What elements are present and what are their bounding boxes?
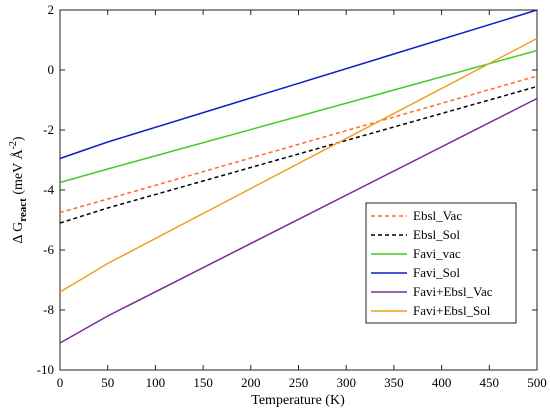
series-line-6 — [59, 37, 538, 293]
y-tick-label: 0 — [48, 62, 55, 77]
legend-label: Ebsl_Vac — [413, 208, 462, 223]
y-tick-label: -4 — [43, 182, 54, 197]
y-tick-label: 2 — [48, 2, 55, 17]
x-tick-label: 250 — [289, 375, 309, 390]
x-tick-label: 150 — [193, 375, 213, 390]
series-layer — [59, 9, 538, 344]
y-axis-title: Δ Greact (meV Å-2) — [8, 136, 29, 244]
y-axis-title-prefix: Δ G — [11, 222, 26, 244]
y-axis-title-unit: (meV Å — [10, 149, 26, 199]
series-line-3 — [59, 49, 538, 184]
series-line-4 — [59, 9, 538, 160]
x-tick-label: 450 — [480, 375, 500, 390]
x-tick-label: 500 — [527, 375, 547, 390]
y-axis-title-subscript: react — [17, 198, 29, 222]
legend-label: Favi_Sol — [413, 265, 460, 280]
legend-label: Ebsl_Sol — [413, 227, 460, 242]
y-tick-label: -6 — [43, 242, 54, 257]
y-tick-label: -8 — [43, 302, 54, 317]
legend-label: Favi+Ebsl_Vac — [413, 284, 493, 299]
legend-label: Favi+Ebsl_Sol — [413, 303, 491, 318]
legend: Ebsl_Vac Ebsl_Sol Favi_vac Favi_Sol Favi+Ebs… — [365, 202, 517, 324]
series-line-1 — [59, 75, 538, 214]
plot-area — [59, 9, 538, 371]
y-tick-labels: -10 -8 -6 -4 -2 0 2 — [37, 2, 55, 377]
series-line-5 — [59, 97, 538, 344]
x-tick-labels: 0 50 100 150 200 250 300 350 400 450 500 — [57, 375, 547, 390]
y-axis-title-superscript: -2 — [8, 141, 19, 149]
legend-box — [365, 202, 517, 324]
x-tick-label: 0 — [57, 375, 64, 390]
x-tick-label: 100 — [146, 375, 166, 390]
y-tick-label: -2 — [43, 122, 54, 137]
x-tick-label: 400 — [432, 375, 452, 390]
tick-marks — [59, 9, 538, 371]
x-tick-label: 350 — [384, 375, 404, 390]
legend-label: Favi_vac — [413, 246, 461, 261]
x-tick-label: 300 — [336, 375, 356, 390]
y-tick-label: -10 — [37, 362, 54, 377]
x-tick-label: 200 — [241, 375, 261, 390]
x-axis-title: Temperature (K) — [251, 393, 345, 408]
legend-entries: Ebsl_Vac Ebsl_Sol Favi_vac Favi_Sol Favi+Ebs… — [371, 208, 493, 318]
x-tick-label: 50 — [101, 375, 114, 390]
y-axis-title-unit-close: ) — [11, 136, 26, 141]
series-line-2 — [59, 85, 538, 224]
